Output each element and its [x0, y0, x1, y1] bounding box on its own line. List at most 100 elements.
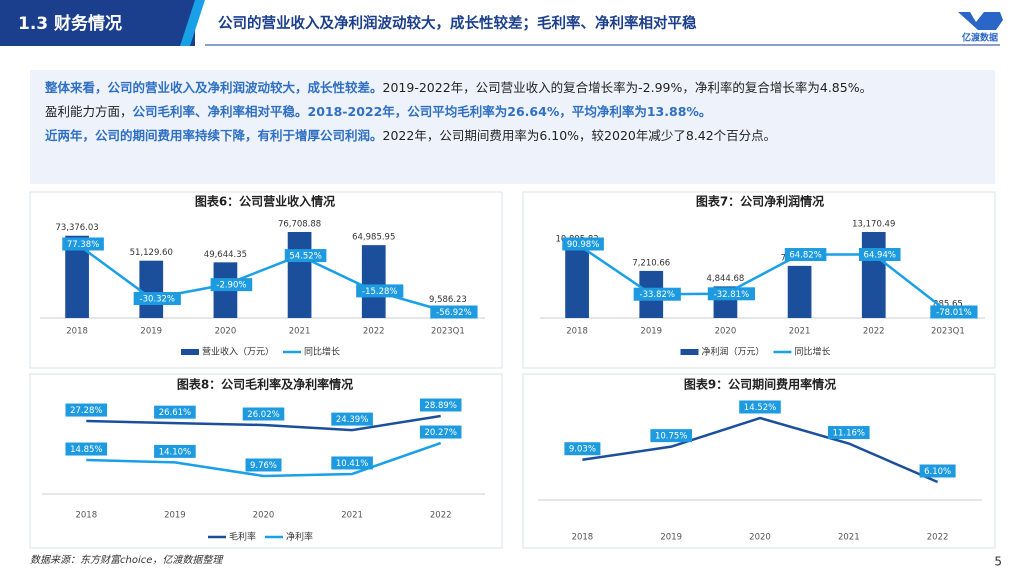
- data-label: 26.61%: [159, 408, 191, 418]
- line: [582, 416, 939, 484]
- bar: [139, 260, 164, 318]
- data-label-box: [919, 464, 956, 478]
- x-tick-label: 2020: [749, 533, 771, 543]
- data-label-box: [419, 425, 462, 439]
- x-tick-label: 2018: [572, 533, 594, 543]
- data-label: -78.01%: [936, 308, 971, 318]
- data-label-box: [784, 248, 827, 262]
- summary-paragraph: 整体来看，公司的营业收入及净利润波动较大，成长性较差。2019-2022年，公司…: [45, 76, 980, 100]
- logo-mark: [958, 12, 1003, 30]
- data-label-box: [331, 412, 373, 426]
- bar-value-label: 4,844.68: [706, 274, 744, 284]
- data-label: 64.94%: [864, 250, 896, 260]
- x-tick-label: 2020: [715, 327, 737, 337]
- data-label-box: [62, 237, 104, 251]
- bar: [861, 232, 886, 318]
- summary-box: 整体来看，公司的营业收入及净利润波动较大，成长性较差。2019-2022年，公司…: [30, 70, 995, 184]
- data-label: 28.89%: [424, 401, 456, 411]
- x-tick-label: 2020: [215, 327, 237, 337]
- chart-panel: [522, 191, 996, 369]
- data-label-box: [707, 287, 756, 301]
- x-tick-label: 2021: [789, 327, 811, 337]
- data-label-box: [154, 405, 196, 419]
- x-tick-label: 2018: [75, 511, 97, 521]
- chart-title: 图表9：公司期间费用率情况: [684, 377, 836, 392]
- summary-text: 整体来看，公司的营业收入及净利润波动较大，成长性较差。: [45, 80, 383, 95]
- data-label: -15.28%: [362, 287, 397, 297]
- data-label: 20.27%: [424, 428, 456, 438]
- x-tick-label: 2019: [164, 511, 186, 521]
- data-label: 24.39%: [336, 415, 368, 425]
- data-label: -32.81%: [714, 290, 749, 300]
- chart-panel: [522, 373, 996, 549]
- bar: [565, 246, 589, 318]
- data-label: 9.03%: [569, 445, 596, 455]
- data-label: 54.52%: [289, 252, 321, 262]
- bar-value-label: 49,644.35: [204, 250, 247, 260]
- data-label-box: [650, 429, 692, 443]
- section-title: 1.3 财务情况: [18, 13, 122, 34]
- data-label-box: [210, 278, 253, 292]
- data-label: 64.82%: [789, 251, 821, 261]
- data-label: -33.82%: [640, 290, 675, 300]
- x-tick-label: 2022: [363, 327, 385, 337]
- data-label-box: [154, 444, 196, 458]
- logo-text: 亿渡数据: [962, 32, 998, 44]
- data-label: -2.90%: [216, 281, 246, 291]
- data-label-box: [828, 426, 870, 440]
- summary-text: 2022年，公司期间费用率为6.10%，较2020年减少了8.42个百分点。: [382, 128, 777, 143]
- bar-value-label: 51,129.60: [130, 248, 173, 258]
- data-label: 27.28%: [70, 406, 102, 416]
- summary-text: 盈利能力方面，: [45, 104, 133, 119]
- summary-paragraph: 盈利能力方面，公司毛利率、净利率相对平稳。2018-2022年，公司平均毛利率为…: [45, 100, 980, 124]
- legend-label: 同比增长: [304, 346, 340, 358]
- legend-label: 同比增长: [795, 346, 831, 358]
- x-tick-label: 2019: [640, 327, 662, 337]
- data-label: 77.38%: [67, 240, 99, 250]
- x-tick-label: 2022: [863, 327, 885, 337]
- data-label-box: [858, 247, 901, 261]
- x-tick-label: 2021: [838, 533, 860, 543]
- data-label-box: [564, 442, 601, 456]
- legend-label: 净利率: [286, 531, 313, 543]
- x-tick-label: 2022: [927, 533, 949, 543]
- x-tick-label: 2023Q1: [931, 327, 965, 337]
- data-label-box: [739, 400, 781, 414]
- bar-value-label: 13,170.49: [852, 220, 895, 230]
- chart-title: 图表7：公司净利润情况: [696, 194, 824, 209]
- summary-text: 近两年，公司的期间费用率持续下降，有利于增厚公司利润。: [45, 128, 383, 143]
- data-label: -56.92%: [436, 308, 471, 318]
- data-label-box: [331, 456, 373, 470]
- tab-accent: [180, 0, 205, 46]
- page-number: 5: [994, 555, 1002, 569]
- data-label-box: [245, 458, 282, 472]
- bar-value-label: 9,586.23: [429, 295, 467, 305]
- chart-panel: [29, 191, 503, 369]
- chart-title: 图表8：公司毛利率及净利率情况: [177, 377, 353, 392]
- bar-value-label: 73,376.03: [55, 223, 98, 233]
- data-label-box: [65, 442, 108, 456]
- x-tick-label: 2018: [66, 327, 88, 337]
- x-tick-label: 2020: [253, 511, 275, 521]
- data-label-box: [633, 287, 681, 301]
- data-label-box: [242, 407, 285, 421]
- summary-text: 公司毛利率、净利率相对平稳。2018-2022年，公司平均毛利率为26.64%，…: [132, 104, 712, 119]
- data-label: 11.16%: [833, 429, 865, 439]
- chart-title: 图表6：公司营业收入情况: [195, 194, 335, 209]
- x-tick-label: 2019: [660, 533, 682, 543]
- legend-label: 营业收入（万元）: [202, 346, 274, 358]
- data-label-box: [356, 284, 404, 298]
- data-label-box: [284, 249, 327, 263]
- data-label: 14.52%: [744, 403, 776, 413]
- data-label: -30.32%: [140, 295, 175, 305]
- summary-paragraph: 近两年，公司的期间费用率持续下降，有利于增厚公司利润。2022年，公司期间费用率…: [45, 124, 980, 148]
- data-label-box: [419, 398, 462, 412]
- bar: [287, 232, 312, 318]
- chart-panel: [29, 373, 503, 549]
- bar-value-label: 885.65: [933, 300, 963, 310]
- data-label: 26.02%: [247, 410, 279, 420]
- data-label-box: [65, 403, 108, 417]
- bar-value-label: 76,708.88: [278, 220, 321, 230]
